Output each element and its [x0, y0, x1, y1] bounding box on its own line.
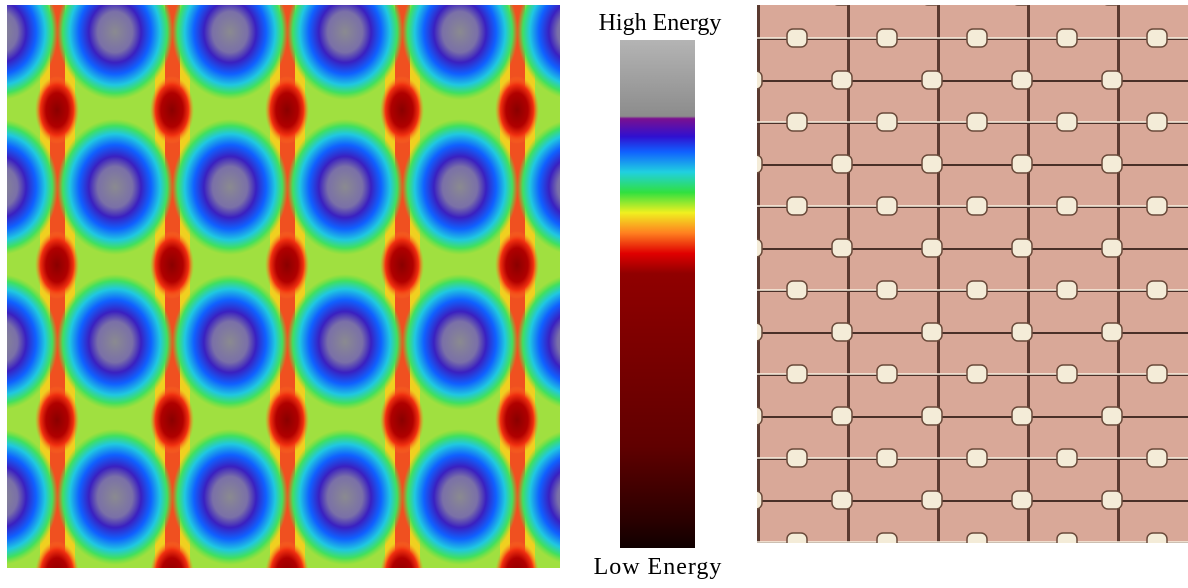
micrograph — [757, 5, 1188, 543]
energy-map — [7, 5, 560, 568]
high-label: High Energy — [599, 10, 722, 36]
figure: High Energy Low Energy — [0, 0, 1188, 583]
color-scale — [620, 40, 695, 548]
low-label: Low Energy — [594, 554, 723, 580]
